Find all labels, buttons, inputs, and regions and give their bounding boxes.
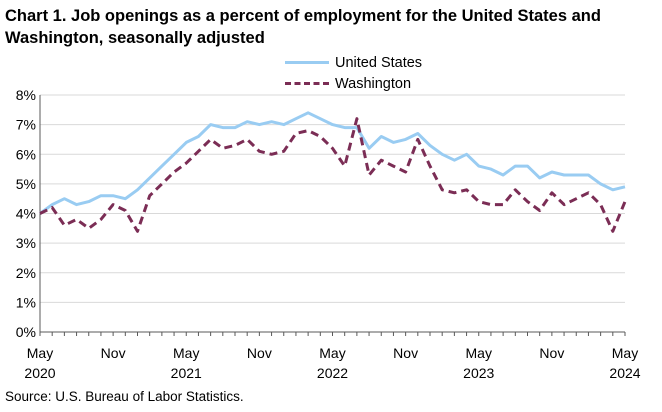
- x-tick-label: May: [319, 345, 345, 361]
- x-tick-label: May: [612, 345, 638, 361]
- y-tick-label: 0%: [16, 324, 36, 340]
- legend-swatch-us: [285, 61, 329, 64]
- series-line-united-states: [39, 111, 626, 215]
- y-tick-label: 7%: [16, 117, 36, 133]
- source-note: Source: U.S. Bureau of Labor Statistics.: [5, 389, 244, 404]
- y-tick-label: 1%: [16, 294, 36, 310]
- y-tick-label: 4%: [16, 206, 36, 222]
- x-tick-label: Nov: [393, 345, 418, 361]
- x-tick-label: May: [27, 345, 53, 361]
- chart-legend: United States Washington: [285, 52, 422, 94]
- x-tick-year-label: 2022: [317, 365, 348, 381]
- x-tick-label: Nov: [101, 345, 126, 361]
- y-tick-label: 6%: [16, 146, 36, 162]
- chart-title: Chart 1. Job openings as a percent of em…: [5, 7, 601, 47]
- legend-label-us: United States: [335, 54, 423, 71]
- x-tick-year-label: 2024: [609, 365, 640, 381]
- y-tick-label: 3%: [16, 235, 36, 251]
- x-tick-year-label: 2023: [463, 365, 494, 381]
- legend-item-wa: Washington: [285, 73, 422, 94]
- y-tick-label: 5%: [16, 176, 36, 192]
- x-tick-label: Nov: [539, 345, 564, 361]
- x-tick-year-label: 2020: [24, 365, 55, 381]
- legend-swatch-wa: [285, 82, 329, 85]
- y-tick-label: 8%: [16, 87, 36, 103]
- x-tick-year-label: 2021: [171, 365, 202, 381]
- x-tick-label: Nov: [247, 345, 272, 361]
- x-tick-label: May: [173, 345, 199, 361]
- legend-label-wa: Washington: [335, 75, 412, 92]
- legend-item-us: United States: [285, 52, 422, 73]
- series-line-washington: [39, 117, 627, 233]
- x-tick-label: May: [466, 345, 492, 361]
- y-tick-label: 2%: [16, 265, 36, 281]
